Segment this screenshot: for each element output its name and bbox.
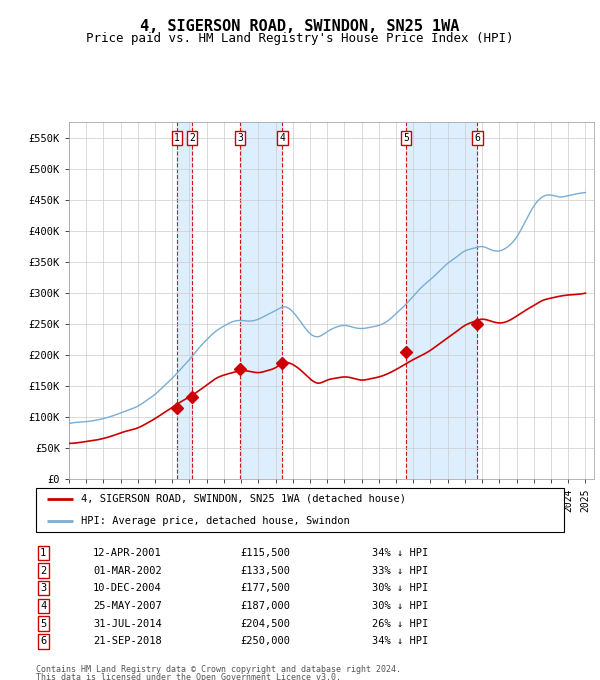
Bar	[240, 122, 283, 479]
Text: 01-MAR-2002: 01-MAR-2002	[93, 566, 162, 575]
Text: 3: 3	[40, 583, 46, 593]
Text: 30% ↓ HPI: 30% ↓ HPI	[372, 583, 428, 593]
Text: 4: 4	[40, 601, 46, 611]
Text: £204,500: £204,500	[240, 619, 290, 628]
Bar	[177, 122, 193, 479]
Text: 12-APR-2001: 12-APR-2001	[93, 548, 162, 558]
Text: 10-DEC-2004: 10-DEC-2004	[93, 583, 162, 593]
FancyBboxPatch shape	[36, 488, 564, 532]
Text: 2: 2	[40, 566, 46, 575]
Text: 2: 2	[190, 133, 196, 143]
Text: 25-MAY-2007: 25-MAY-2007	[93, 601, 162, 611]
Text: 31-JUL-2014: 31-JUL-2014	[93, 619, 162, 628]
Text: £115,500: £115,500	[240, 548, 290, 558]
Text: Price paid vs. HM Land Registry's House Price Index (HPI): Price paid vs. HM Land Registry's House …	[86, 32, 514, 45]
Text: 34% ↓ HPI: 34% ↓ HPI	[372, 548, 428, 558]
Text: 6: 6	[40, 636, 46, 646]
Text: This data is licensed under the Open Government Licence v3.0.: This data is licensed under the Open Gov…	[36, 673, 341, 680]
Text: 34% ↓ HPI: 34% ↓ HPI	[372, 636, 428, 646]
Text: 6: 6	[475, 133, 481, 143]
Text: 21-SEP-2018: 21-SEP-2018	[93, 636, 162, 646]
Text: 1: 1	[174, 133, 180, 143]
Text: £133,500: £133,500	[240, 566, 290, 575]
Text: 4, SIGERSON ROAD, SWINDON, SN25 1WA: 4, SIGERSON ROAD, SWINDON, SN25 1WA	[140, 19, 460, 34]
Text: 5: 5	[40, 619, 46, 628]
Bar	[406, 122, 478, 479]
Text: HPI: Average price, detached house, Swindon: HPI: Average price, detached house, Swin…	[81, 515, 350, 526]
Text: Contains HM Land Registry data © Crown copyright and database right 2024.: Contains HM Land Registry data © Crown c…	[36, 665, 401, 674]
Text: 4: 4	[280, 133, 286, 143]
Text: 30% ↓ HPI: 30% ↓ HPI	[372, 601, 428, 611]
Text: 5: 5	[403, 133, 409, 143]
Text: £187,000: £187,000	[240, 601, 290, 611]
Text: 26% ↓ HPI: 26% ↓ HPI	[372, 619, 428, 628]
Text: 33% ↓ HPI: 33% ↓ HPI	[372, 566, 428, 575]
Text: £250,000: £250,000	[240, 636, 290, 646]
Text: 4, SIGERSON ROAD, SWINDON, SN25 1WA (detached house): 4, SIGERSON ROAD, SWINDON, SN25 1WA (det…	[81, 494, 406, 504]
Text: 3: 3	[238, 133, 243, 143]
Text: 1: 1	[40, 548, 46, 558]
Text: £177,500: £177,500	[240, 583, 290, 593]
